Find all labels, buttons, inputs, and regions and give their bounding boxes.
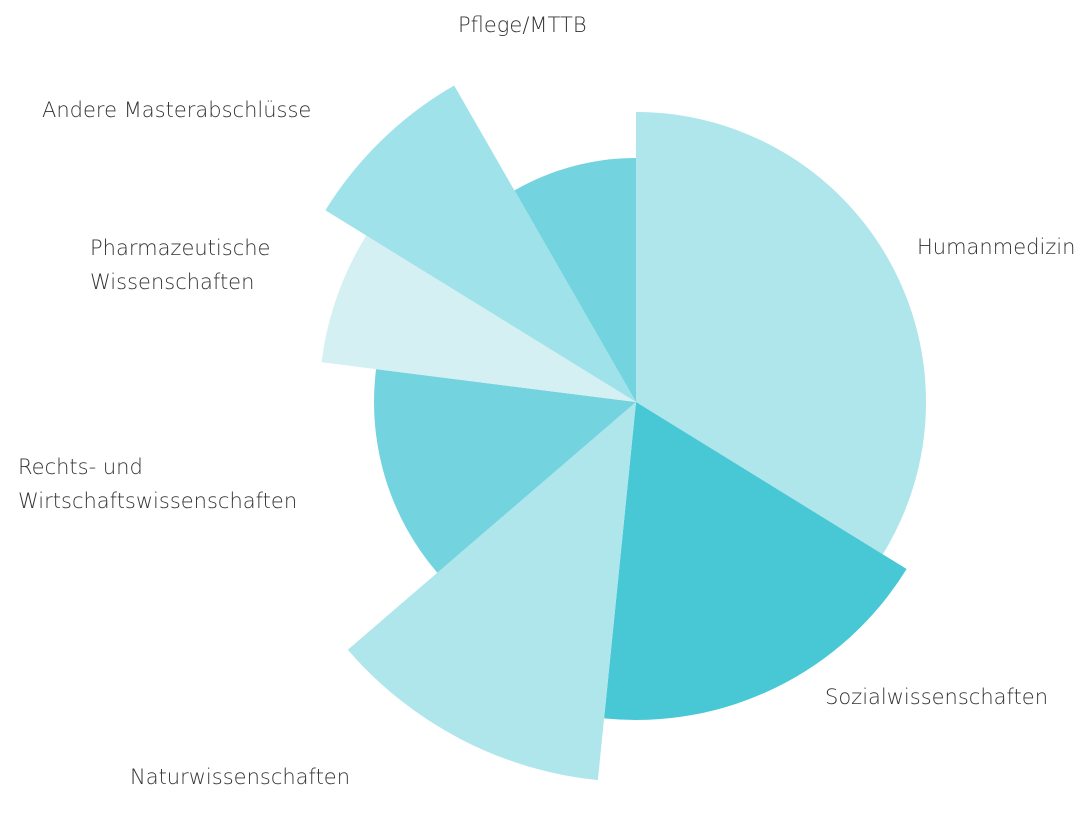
segment — [374, 369, 636, 573]
segment — [321, 235, 636, 402]
segment — [347, 402, 636, 781]
segment-label: Sozialwissenschaften — [825, 685, 1049, 709]
segment-label: Rechts- und Wirtschaftswissenschaften — [18, 455, 298, 513]
segment-label: Humanmedizin — [917, 235, 1076, 259]
segment — [514, 158, 636, 402]
segment — [325, 85, 636, 402]
segment-label: Pflege/MTTB — [458, 13, 587, 37]
segment-label: Pharmazeutische Wissenschaften — [90, 236, 271, 294]
segment-label: Andere Masterabschlüsse — [42, 98, 312, 122]
segment — [604, 402, 907, 720]
segment — [636, 112, 926, 555]
segment-label: Naturwissenschaften — [130, 765, 351, 789]
